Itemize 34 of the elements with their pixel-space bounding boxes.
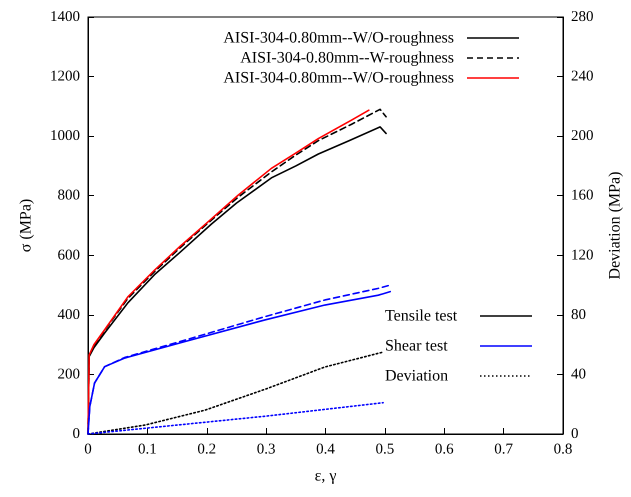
y-tick-label: 600: [58, 247, 80, 264]
y2-tick-label: 160: [571, 188, 594, 204]
y-axis-title: σ (MPa): [18, 198, 34, 252]
legend-label: Deviation: [385, 368, 448, 384]
x-tick-label: 0: [84, 442, 92, 458]
legend-label: AISI-304-0.80mm--W/O-roughness: [223, 70, 454, 86]
x-tick-label: 0.3: [256, 442, 276, 458]
x-tick-label: 0.1: [138, 442, 157, 458]
y2-tick-label: 40: [571, 366, 586, 382]
y2-tick-label: 80: [571, 306, 586, 323]
x-tick-label: 0.5: [376, 442, 394, 458]
x-axis-title: ε, γ: [314, 468, 336, 484]
legend-label: AISI-304-0.80mm--W/O-roughness: [223, 30, 454, 46]
y-tick-label: 1400: [50, 9, 80, 25]
y-tick-label: 1200: [50, 68, 80, 85]
y2-tick-label: 240: [571, 68, 594, 85]
y2-tick-label: 200: [571, 128, 594, 144]
y-tick-label: 1000: [50, 128, 80, 144]
x-tick-label: 0.6: [434, 442, 454, 458]
x-tick-label: 0.2: [197, 442, 216, 458]
y2-tick-label: 0: [571, 426, 578, 442]
y-tick-label: 0: [72, 426, 80, 442]
legend-label: Shear test: [385, 338, 448, 354]
x-tick-label: 0.8: [554, 442, 572, 458]
y-tick-label: 200: [58, 366, 80, 382]
y-tick-label: 800: [58, 188, 80, 204]
y2-tick-label: 280: [571, 9, 594, 25]
y2-tick-label: 120: [571, 247, 594, 264]
annotation: Tensile test: [385, 308, 458, 324]
x-tick-label: 0.4: [316, 442, 336, 458]
y2-axis-title: Deviation (MPa): [606, 172, 624, 280]
legend-label: AISI-304-0.80mm--W-roughness: [240, 50, 454, 66]
y-tick-label: 400: [58, 306, 80, 323]
x-tick-label: 0.7: [494, 442, 514, 458]
